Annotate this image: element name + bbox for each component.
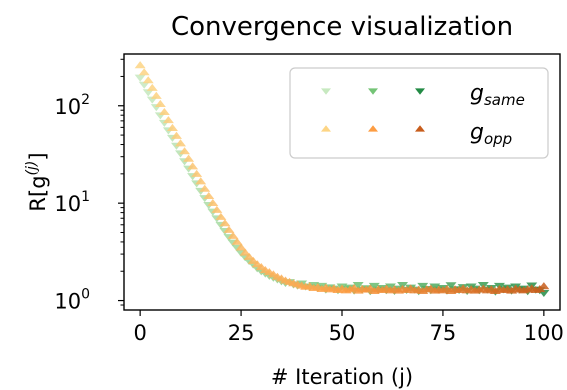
legend-label-same-base: g (470, 81, 484, 106)
x-tick-label-25: 25 (228, 321, 255, 345)
legend-marker-opp-2 (415, 125, 425, 132)
x-axis: 0 25 50 75 100 (133, 310, 564, 345)
plot-points (134, 61, 550, 298)
y-axis-title-sup: (j) (24, 161, 40, 176)
legend-markers (321, 88, 425, 132)
point-opp-24 (231, 237, 243, 245)
legend-label-opp-sub: opp (484, 130, 512, 148)
y-tick-label-1: 100 (54, 287, 90, 314)
point-opp-1 (138, 68, 150, 76)
point-opp-15 (195, 177, 207, 185)
point-opp-22 (223, 225, 235, 233)
point-same-77 (445, 282, 457, 290)
point-opp-9 (170, 131, 182, 139)
point-opp-5 (154, 99, 166, 107)
y-axis-title: R[g(j)] (24, 152, 50, 211)
legend-label-same-sub: same (484, 91, 525, 109)
point-opp-19 (211, 205, 223, 213)
legend-marker-same-2 (415, 88, 425, 95)
point-opp-13 (187, 162, 199, 170)
y-tick-label-100: 102 (54, 92, 90, 119)
point-same-1 (138, 81, 150, 89)
legend-marker-same-0 (321, 88, 331, 95)
point-opp-21 (219, 219, 231, 227)
y-axis-title-base: R[g (26, 175, 50, 211)
point-opp-11 (179, 147, 191, 155)
legend-box (289, 67, 549, 159)
legend-marker-same-1 (368, 88, 378, 95)
x-tick-label-75: 75 (430, 321, 457, 345)
point-opp-7 (162, 116, 174, 124)
point-opp-20 (215, 212, 227, 220)
point-opp-26 (239, 248, 251, 256)
legend-label-opp-base: g (470, 120, 484, 145)
point-same-2 (142, 89, 154, 97)
point-same-0 (134, 74, 146, 82)
legend-marker-opp-0 (321, 125, 331, 132)
point-opp-12 (183, 154, 195, 162)
x-tick-label-100: 100 (524, 321, 564, 345)
point-opp-0 (134, 61, 146, 69)
point-opp-6 (158, 107, 170, 116)
point-opp-100 (538, 282, 550, 290)
point-opp-18 (207, 198, 219, 207)
x-axis-title: # Iteration (j) (271, 365, 413, 389)
point-opp-17 (203, 191, 215, 200)
x-tick-label-0: 0 (133, 321, 146, 345)
legend: gsame gopp (289, 67, 549, 159)
legend-marker-opp-1 (368, 125, 378, 132)
point-opp-27 (243, 252, 255, 260)
point-opp-2 (142, 76, 154, 84)
x-tick-label-50: 50 (329, 321, 356, 345)
point-opp-4 (150, 91, 162, 99)
point-opp-16 (199, 184, 211, 192)
y-axis-title-close: ] (26, 152, 50, 160)
point-opp-10 (175, 139, 187, 147)
chart-title: Convergence visualization (171, 12, 513, 42)
legend-label-opp: gopp (470, 120, 512, 148)
point-opp-3 (146, 83, 158, 91)
legend-label-same: gsame (470, 81, 525, 109)
y-axis: 100 101 102 (54, 58, 124, 314)
point-opp-14 (191, 169, 203, 177)
point-same-54 (352, 281, 364, 290)
point-opp-23 (227, 231, 239, 239)
point-opp-8 (166, 123, 178, 131)
point-opp-25 (235, 243, 247, 251)
point-same-58 (368, 282, 380, 290)
y-tick-label-10: 101 (54, 189, 90, 216)
